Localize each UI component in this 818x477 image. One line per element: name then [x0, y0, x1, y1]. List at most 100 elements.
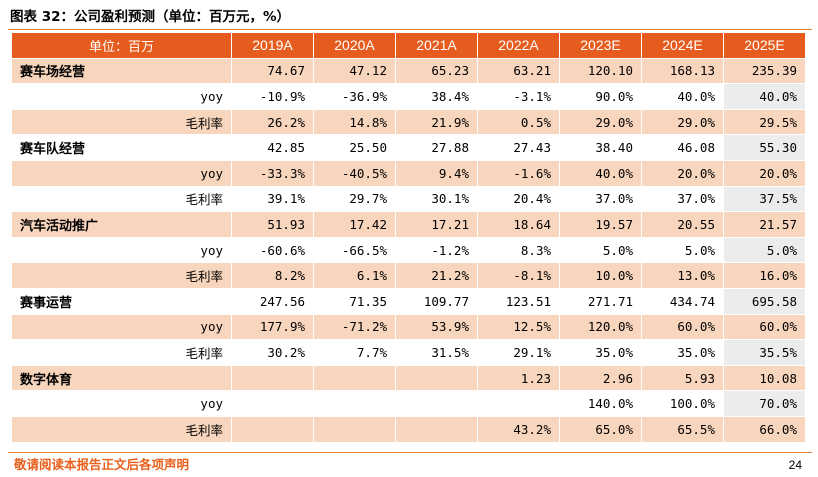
value-cell: 1.23	[478, 365, 560, 392]
value-cell	[478, 391, 560, 417]
header-year: 2019A	[232, 33, 314, 59]
value-cell: 5.0%	[560, 237, 642, 264]
value-cell: 35.0%	[642, 340, 724, 366]
header-year: 2025E	[724, 33, 806, 59]
metric-row: 毛利率 43.2% 65.0% 65.5% 66.0%	[12, 416, 806, 443]
value-cell: 21.57	[724, 212, 806, 238]
segment-row: 汽车活动推广 51.93 17.42 17.21 18.64 19.57 20.55 21.5…	[12, 212, 806, 238]
value-cell: -60.6%	[232, 237, 314, 264]
metric-row: yoy -10.9% -36.9% 38.4% -3.1% 90.0% 40.0% 40.0%	[12, 84, 806, 110]
value-cell: 0.5%	[478, 109, 560, 136]
value-cell: 38.4%	[396, 84, 478, 110]
figure-title: 图表 32：公司盈利预测（单位：百万元，%）	[10, 9, 291, 25]
value-cell: 47.12	[314, 58, 396, 85]
value-cell: -1.6%	[478, 160, 560, 187]
value-cell	[232, 365, 314, 392]
value-cell	[396, 416, 478, 443]
segment-label: 赛车队经营	[12, 135, 232, 161]
segment-row: 数字体育 1.23 2.96 5.93 10.08	[12, 365, 806, 392]
metric-label: yoy	[12, 391, 232, 417]
value-cell: 40.0%	[560, 160, 642, 187]
metric-label: 毛利率	[12, 109, 232, 136]
value-cell: 35.0%	[560, 340, 642, 366]
value-cell: 43.2%	[478, 416, 560, 443]
value-cell: 140.0%	[560, 391, 642, 417]
value-cell: 13.0%	[642, 263, 724, 289]
value-cell: 53.9%	[396, 314, 478, 341]
value-cell: 20.0%	[642, 160, 724, 187]
value-cell: -8.1%	[478, 263, 560, 289]
segment-row: 赛车场经营 74.67 47.12 65.23 63.21 120.10 168.13 235…	[12, 58, 806, 85]
value-cell: 271.71	[560, 288, 642, 315]
title-divider	[8, 29, 812, 30]
value-cell: 51.93	[232, 212, 314, 238]
value-cell: -3.1%	[478, 84, 560, 110]
value-cell: -36.9%	[314, 84, 396, 110]
value-cell: 20.55	[642, 212, 724, 238]
value-cell: 29.0%	[642, 109, 724, 136]
metric-row: 毛利率 26.2% 14.8% 21.9% 0.5% 29.0% 29.0% 29.5%	[12, 109, 806, 136]
value-cell: 5.0%	[642, 237, 724, 264]
value-cell: 6.1%	[314, 263, 396, 289]
value-cell: 8.3%	[478, 237, 560, 264]
value-cell: 123.51	[478, 288, 560, 315]
segment-label: 赛车场经营	[12, 58, 232, 85]
value-cell: 5.93	[642, 365, 724, 392]
value-cell: 168.13	[642, 58, 724, 85]
value-cell: 120.0%	[560, 314, 642, 341]
value-cell: 109.77	[396, 288, 478, 315]
metric-label: 毛利率	[12, 416, 232, 443]
value-cell: 695.58	[724, 288, 806, 315]
header-unit: 单位：百万	[12, 33, 232, 59]
value-cell: 37.5%	[724, 186, 806, 213]
metric-label: 毛利率	[12, 340, 232, 366]
value-cell: 29.1%	[478, 340, 560, 366]
value-cell: 27.43	[478, 135, 560, 161]
value-cell: 177.9%	[232, 314, 314, 341]
value-cell: 40.0%	[642, 84, 724, 110]
metric-label: yoy	[12, 84, 232, 110]
value-cell: 18.64	[478, 212, 560, 238]
value-cell: 29.0%	[560, 109, 642, 136]
value-cell: 90.0%	[560, 84, 642, 110]
value-cell	[396, 365, 478, 392]
value-cell: 25.50	[314, 135, 396, 161]
value-cell: 20.4%	[478, 186, 560, 213]
metric-row: yoy -60.6% -66.5% -1.2% 8.3% 5.0% 5.0% 5.0%	[12, 237, 806, 264]
value-cell: 74.67	[232, 58, 314, 85]
header-row: 单位：百万 2019A 2020A 2021A 2022A 2023E 2024…	[12, 33, 806, 59]
value-cell: 71.35	[314, 288, 396, 315]
metric-row: yoy 140.0% 100.0% 70.0%	[12, 391, 806, 417]
metric-label: yoy	[12, 314, 232, 341]
value-cell: 60.0%	[642, 314, 724, 341]
value-cell: 235.39	[724, 58, 806, 85]
value-cell: 434.74	[642, 288, 724, 315]
value-cell: 40.0%	[724, 84, 806, 110]
header-year: 2022A	[478, 33, 560, 59]
value-cell: 17.21	[396, 212, 478, 238]
value-cell: 12.5%	[478, 314, 560, 341]
header-year: 2021A	[396, 33, 478, 59]
value-cell: 60.0%	[724, 314, 806, 341]
value-cell: 10.08	[724, 365, 806, 392]
value-cell: 20.0%	[724, 160, 806, 187]
metric-label: yoy	[12, 237, 232, 264]
value-cell: 26.2%	[232, 109, 314, 136]
value-cell: 10.0%	[560, 263, 642, 289]
footer-divider	[8, 452, 812, 453]
value-cell: 65.0%	[560, 416, 642, 443]
header-year: 2020A	[314, 33, 396, 59]
value-cell: 37.0%	[560, 186, 642, 213]
value-cell: -71.2%	[314, 314, 396, 341]
forecast-table: 单位：百万 2019A 2020A 2021A 2022A 2023E 2024…	[12, 33, 806, 443]
metric-row: 毛利率 30.2% 7.7% 31.5% 29.1% 35.0% 35.0% 35.5%	[12, 340, 806, 366]
value-cell	[232, 416, 314, 443]
value-cell	[314, 365, 396, 392]
value-cell: 247.56	[232, 288, 314, 315]
value-cell: 5.0%	[724, 237, 806, 264]
value-cell: 16.0%	[724, 263, 806, 289]
value-cell: 7.7%	[314, 340, 396, 366]
value-cell: 30.2%	[232, 340, 314, 366]
value-cell: 38.40	[560, 135, 642, 161]
segment-row: 赛事运营 247.56 71.35 109.77 123.51 271.71 434.74 6…	[12, 288, 806, 315]
